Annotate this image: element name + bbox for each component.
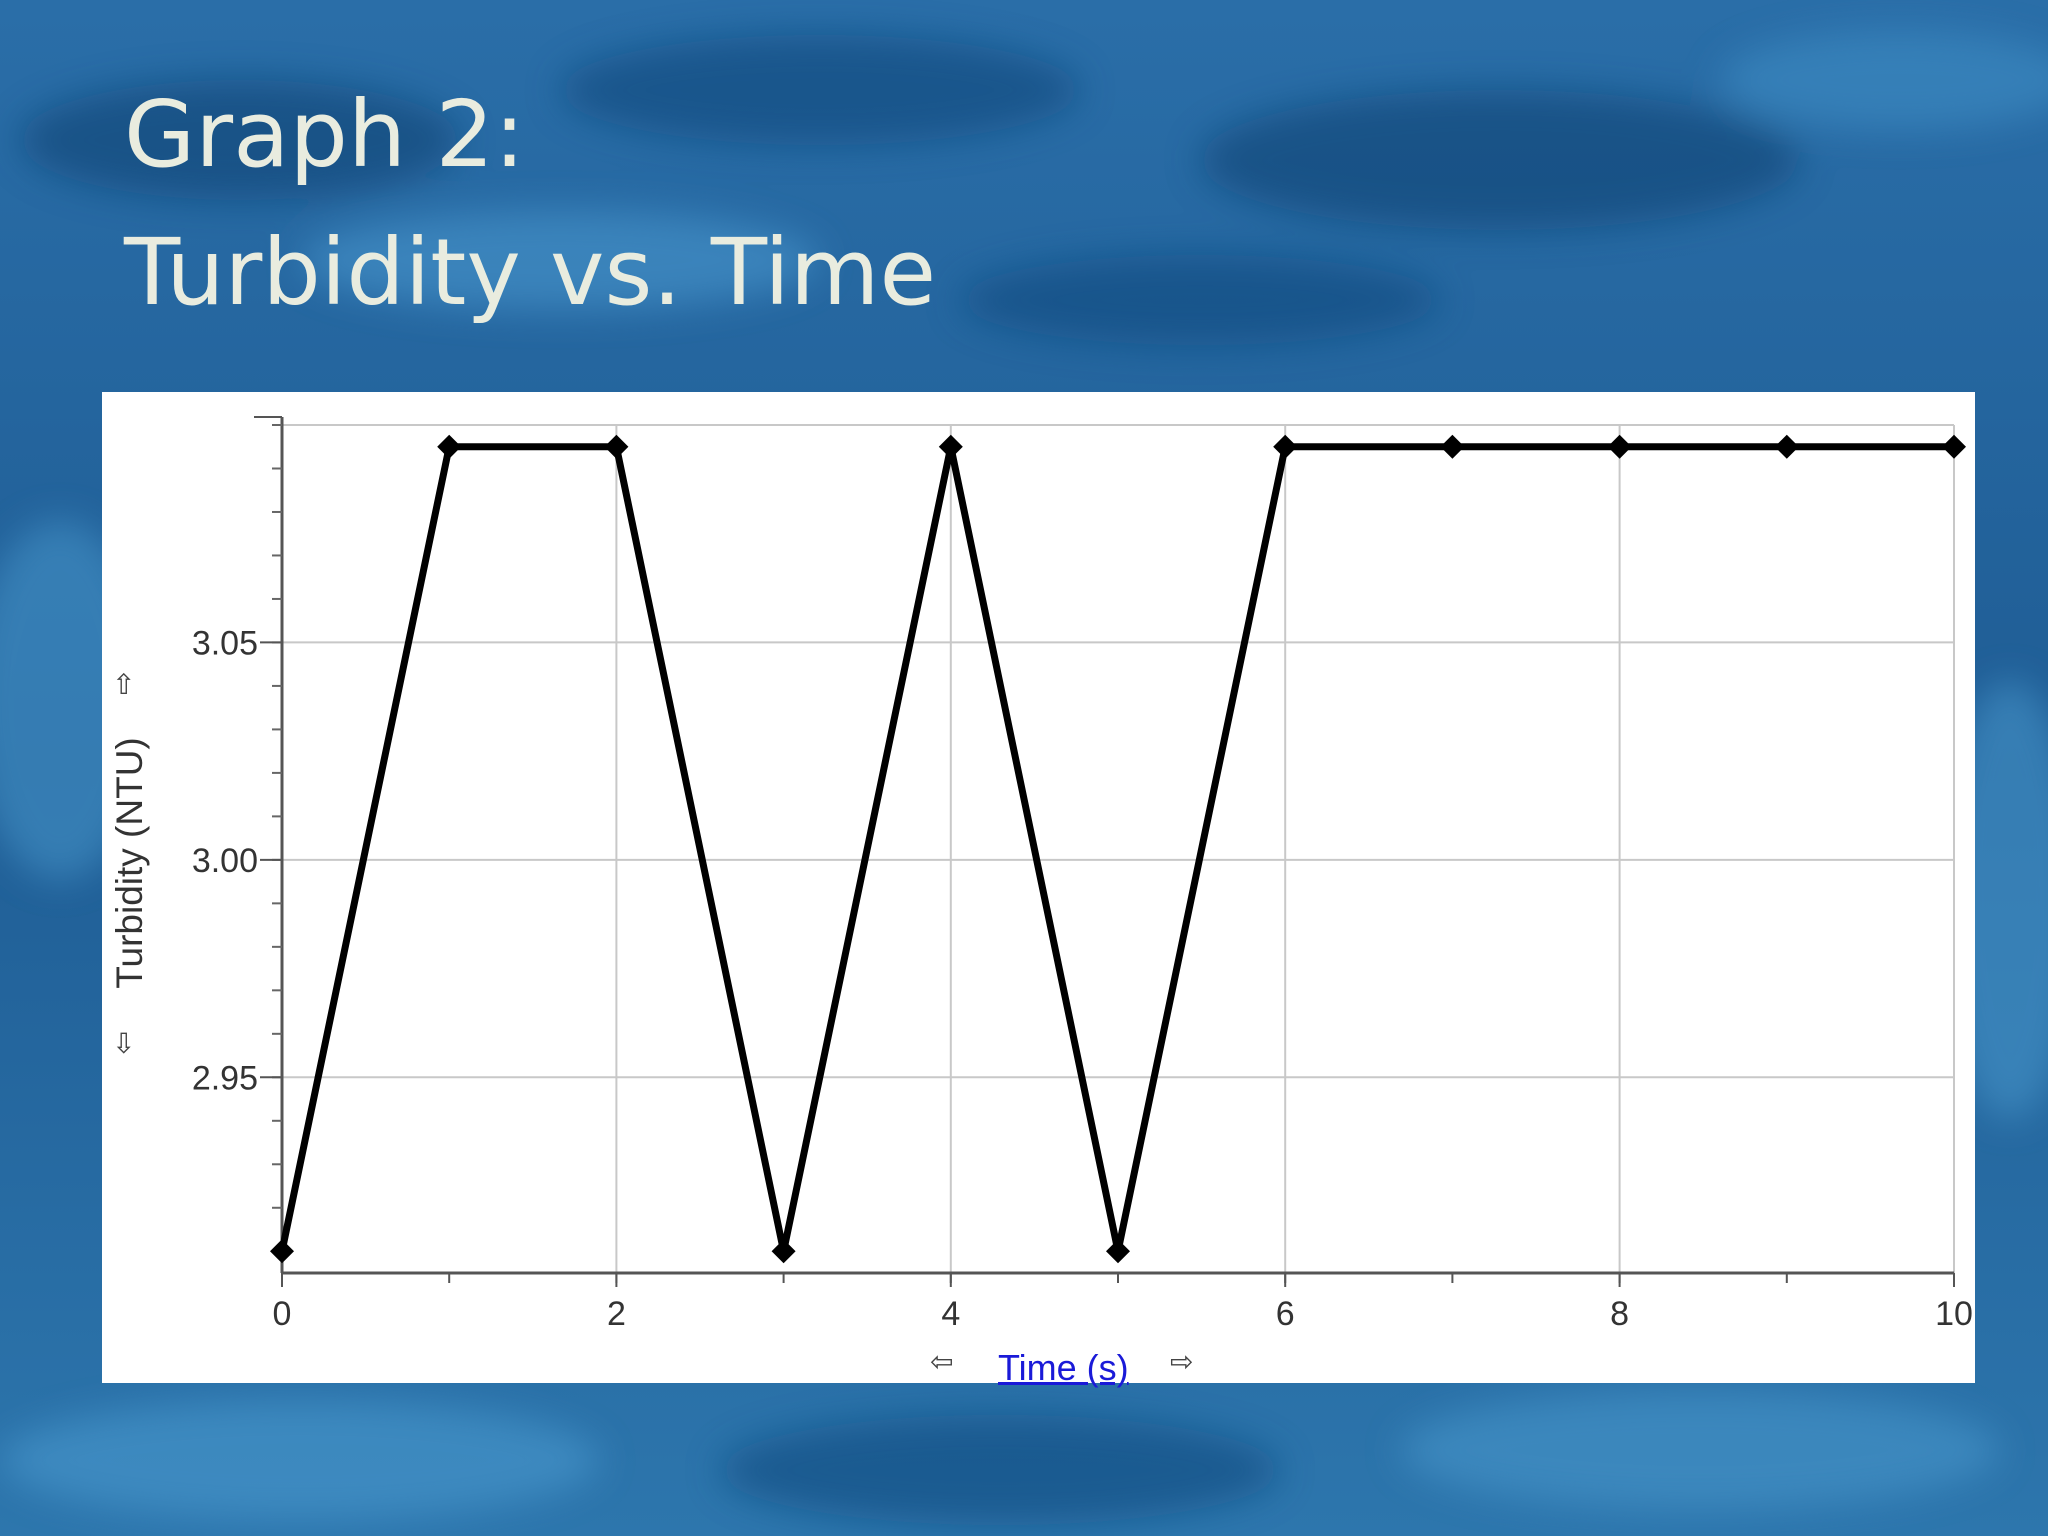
data-point-marker <box>1273 435 1297 459</box>
series-line <box>282 447 1954 1252</box>
x-tick-label: 0 <box>273 1295 292 1333</box>
data-point-marker <box>939 435 963 459</box>
data-point-marker <box>772 1239 796 1263</box>
x-tick-label: 4 <box>941 1295 960 1333</box>
slide-title-line1: Graph 2: <box>124 66 936 204</box>
y-tick-label: 3.05 <box>192 624 258 662</box>
data-point-marker <box>270 1239 294 1263</box>
x-tick-label: 10 <box>1935 1295 1973 1333</box>
y-scroll-up-icon[interactable]: ⇧ <box>112 668 135 701</box>
x-tick-label: 2 <box>607 1295 626 1333</box>
y-tick-label: 2.95 <box>192 1059 258 1097</box>
x-scroll-right-icon[interactable]: ⇨ <box>1170 1345 1193 1378</box>
y-axis-label: Turbidity (NTU) <box>109 737 151 988</box>
data-point-marker <box>1775 435 1799 459</box>
data-point-marker <box>1942 435 1966 459</box>
x-axis-label[interactable]: Time (s) <box>998 1347 1129 1389</box>
data-point-marker <box>604 435 628 459</box>
x-tick-label: 6 <box>1276 1295 1295 1333</box>
data-point-marker <box>1608 435 1632 459</box>
data-point-marker <box>437 435 461 459</box>
chart-panel: 2.95 3.00 3.05 0 2 4 6 8 10 <box>102 392 1975 1383</box>
slide-title-line2: Turbidity vs. Time <box>124 204 936 342</box>
x-tick-label: 8 <box>1610 1295 1629 1333</box>
data-point-marker <box>1106 1239 1130 1263</box>
slide-title: Graph 2: Turbidity vs. Time <box>124 66 936 342</box>
y-scroll-down-icon[interactable]: ⇩ <box>112 1027 135 1060</box>
turbidity-chart: 2.95 3.00 3.05 0 2 4 6 8 10 <box>102 392 1975 1383</box>
x-scroll-left-icon[interactable]: ⇦ <box>930 1345 953 1378</box>
data-point-marker <box>1440 435 1464 459</box>
y-tick-label: 3.00 <box>192 842 258 880</box>
